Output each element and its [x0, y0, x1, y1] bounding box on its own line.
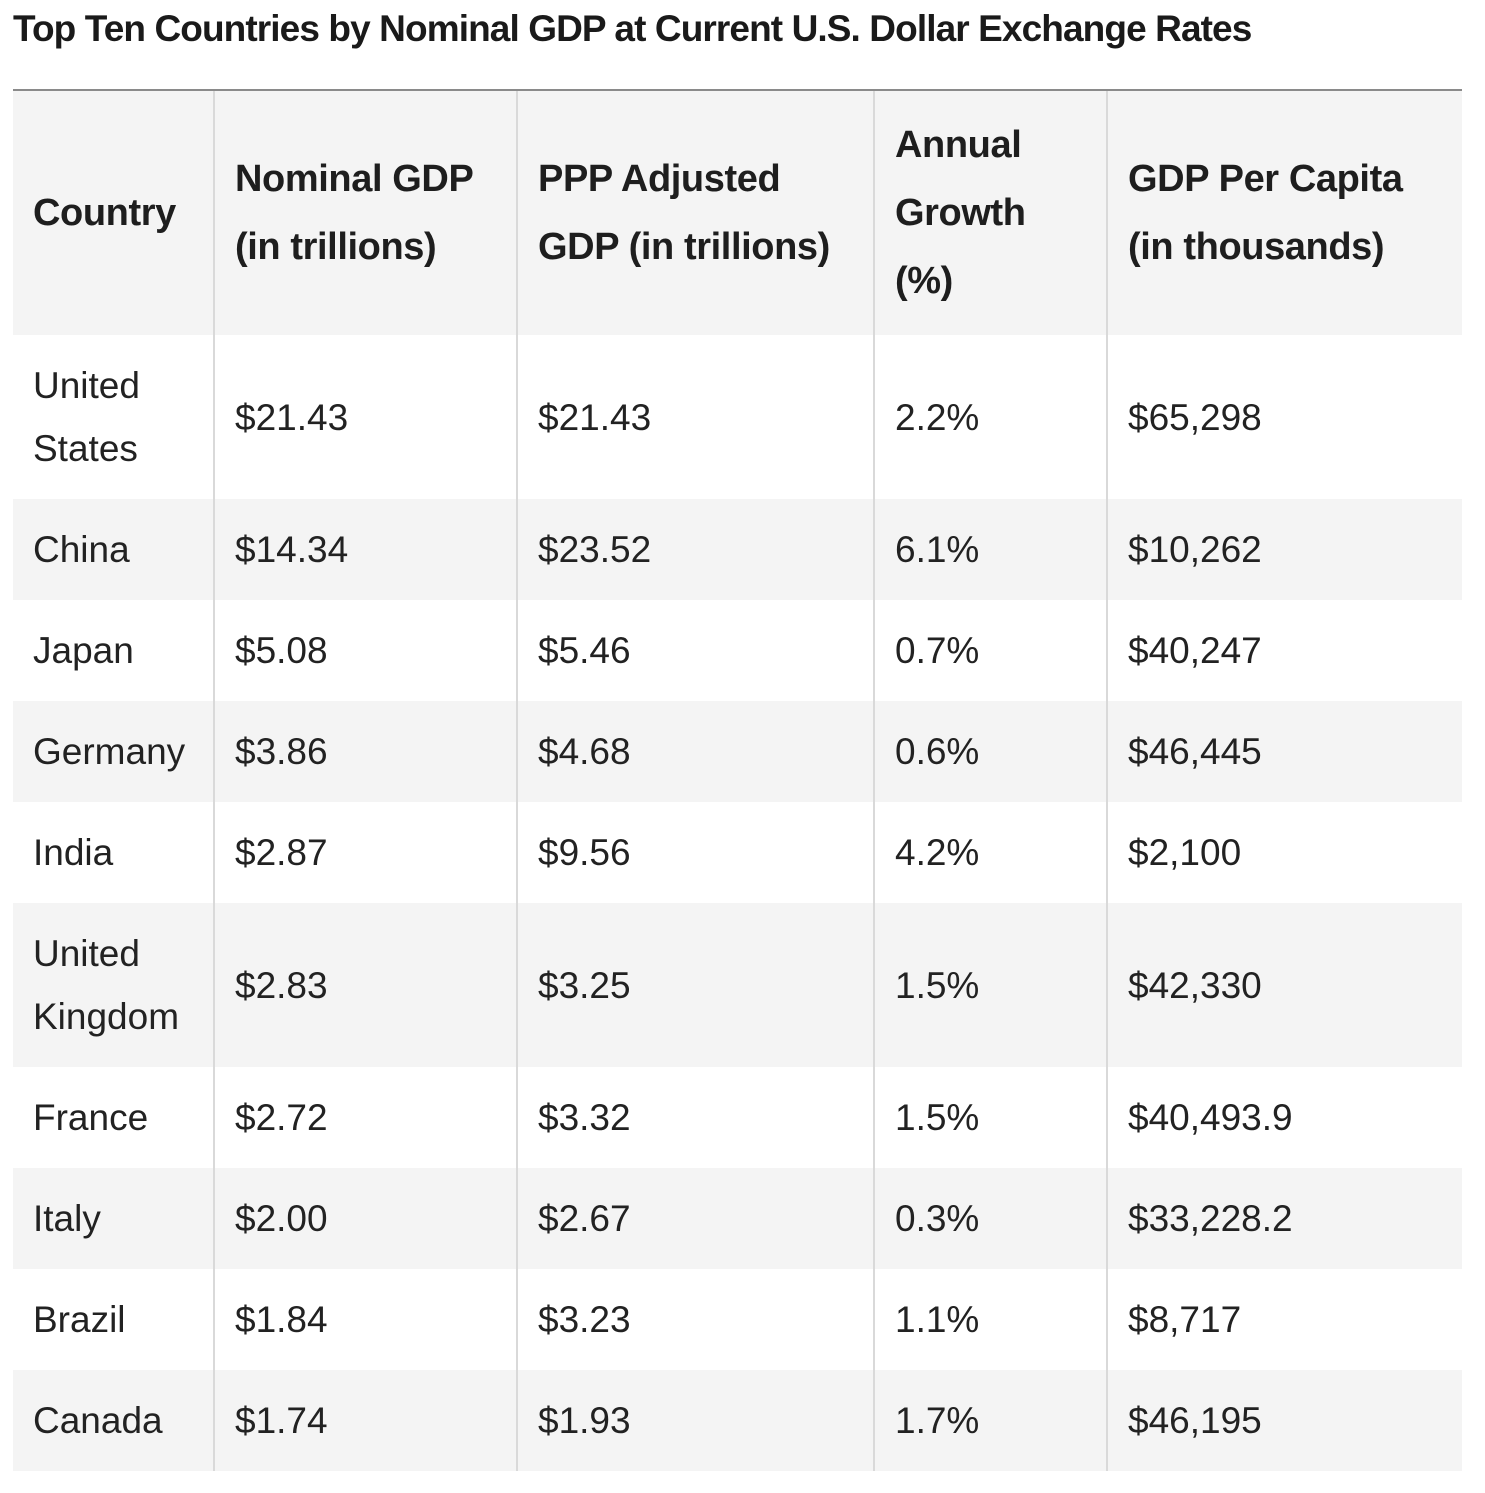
cell-ppp-gdp: $5.46 — [516, 600, 874, 701]
cell-gdp-per-capita: $40,493.9 — [1106, 1067, 1462, 1168]
cell-gdp-per-capita: $33,228.2 — [1106, 1168, 1462, 1269]
cell-annual-growth: 1.7% — [873, 1370, 1107, 1471]
column-header-country: Country — [33, 192, 176, 234]
cell-nominal-gdp: $2.72 — [213, 1067, 517, 1168]
cell-ppp-gdp: $1.93 — [516, 1370, 874, 1471]
gdp-table-container: Country Nominal GDP (in trillions) PPP A… — [13, 89, 1462, 1471]
cell-nominal-gdp: $21.43 — [213, 335, 517, 499]
cell-nominal-gdp: $14.34 — [213, 499, 517, 600]
column-header-nominal-gdp: Nominal GDP (in trillions) — [213, 91, 517, 335]
cell-annual-growth: 1.5% — [873, 1067, 1107, 1168]
cell-ppp-gdp: $2.67 — [516, 1168, 874, 1269]
table-row: China $14.34 $23.52 6.1% $10,262 — [13, 499, 1462, 600]
cell-annual-growth: 1.1% — [873, 1269, 1107, 1370]
cell-nominal-gdp: $5.08 — [213, 600, 517, 701]
cell-annual-growth: 1.5% — [873, 903, 1107, 1067]
cell-country: Germany — [33, 731, 186, 772]
table-row: Brazil $1.84 $3.23 1.1% $8,717 — [13, 1269, 1462, 1370]
cell-gdp-per-capita: $10,262 — [1106, 499, 1462, 600]
cell-annual-growth: 2.2% — [873, 335, 1107, 499]
table-row: United States $21.43 $21.43 2.2% $65,298 — [13, 335, 1462, 499]
table-row: France $2.72 $3.32 1.5% $40,493.9 — [13, 1067, 1462, 1168]
cell-gdp-per-capita: $2,100 — [1106, 802, 1462, 903]
cell-gdp-per-capita: $40,247 — [1106, 600, 1462, 701]
cell-country: China — [33, 529, 130, 570]
cell-nominal-gdp: $1.74 — [213, 1370, 517, 1471]
cell-country: India — [33, 832, 114, 873]
cell-nominal-gdp: $2.87 — [213, 802, 517, 903]
cell-nominal-gdp: $1.84 — [213, 1269, 517, 1370]
cell-country: Canada — [33, 1400, 163, 1441]
table-row: Italy $2.00 $2.67 0.3% $33,228.2 — [13, 1168, 1462, 1269]
cell-nominal-gdp: $2.83 — [213, 903, 517, 1067]
table-row: Canada $1.74 $1.93 1.7% $46,195 — [13, 1370, 1462, 1471]
cell-ppp-gdp: $4.68 — [516, 701, 874, 802]
cell-country: United States — [33, 365, 140, 469]
column-header-annual-growth: Annual Growth (%) — [873, 91, 1107, 335]
cell-country: Italy — [33, 1198, 101, 1239]
table-row: India $2.87 $9.56 4.2% $2,100 — [13, 802, 1462, 903]
cell-annual-growth: 4.2% — [873, 802, 1107, 903]
table-caption: Top Ten Countries by Nominal GDP at Curr… — [13, 8, 1252, 49]
table-row: Germany $3.86 $4.68 0.6% $46,445 — [13, 701, 1462, 802]
table-row: United Kingdom $2.83 $3.25 1.5% $42,330 — [13, 903, 1462, 1067]
table-body: United States $21.43 $21.43 2.2% $65,298 Chin… — [13, 335, 1462, 1471]
column-header-gdp-per-capita: GDP Per Capita (in thousands) — [1106, 91, 1462, 335]
cell-ppp-gdp: $9.56 — [516, 802, 874, 903]
cell-ppp-gdp: $21.43 — [516, 335, 874, 499]
cell-annual-growth: 0.3% — [873, 1168, 1107, 1269]
cell-gdp-per-capita: $46,445 — [1106, 701, 1462, 802]
cell-country: France — [33, 1097, 149, 1138]
cell-country: Brazil — [33, 1299, 126, 1340]
gdp-table: Country Nominal GDP (in trillions) PPP A… — [13, 91, 1462, 1471]
column-header-ppp-gdp: PPP Adjusted GDP (in trillions) — [516, 91, 874, 335]
cell-nominal-gdp: $3.86 — [213, 701, 517, 802]
cell-annual-growth: 0.6% — [873, 701, 1107, 802]
cell-ppp-gdp: $3.32 — [516, 1067, 874, 1168]
cell-gdp-per-capita: $8,717 — [1106, 1269, 1462, 1370]
cell-annual-growth: 0.7% — [873, 600, 1107, 701]
cell-gdp-per-capita: $65,298 — [1106, 335, 1462, 499]
cell-country: Japan — [33, 630, 134, 671]
table-row: Japan $5.08 $5.46 0.7% $40,247 — [13, 600, 1462, 701]
cell-gdp-per-capita: $46,195 — [1106, 1370, 1462, 1471]
table-header-row: Country Nominal GDP (in trillions) PPP A… — [13, 91, 1462, 335]
cell-country: United Kingdom — [33, 933, 180, 1037]
cell-gdp-per-capita: $42,330 — [1106, 903, 1462, 1067]
cell-ppp-gdp: $23.52 — [516, 499, 874, 600]
cell-annual-growth: 6.1% — [873, 499, 1107, 600]
cell-ppp-gdp: $3.23 — [516, 1269, 874, 1370]
cell-ppp-gdp: $3.25 — [516, 903, 874, 1067]
cell-nominal-gdp: $2.00 — [213, 1168, 517, 1269]
